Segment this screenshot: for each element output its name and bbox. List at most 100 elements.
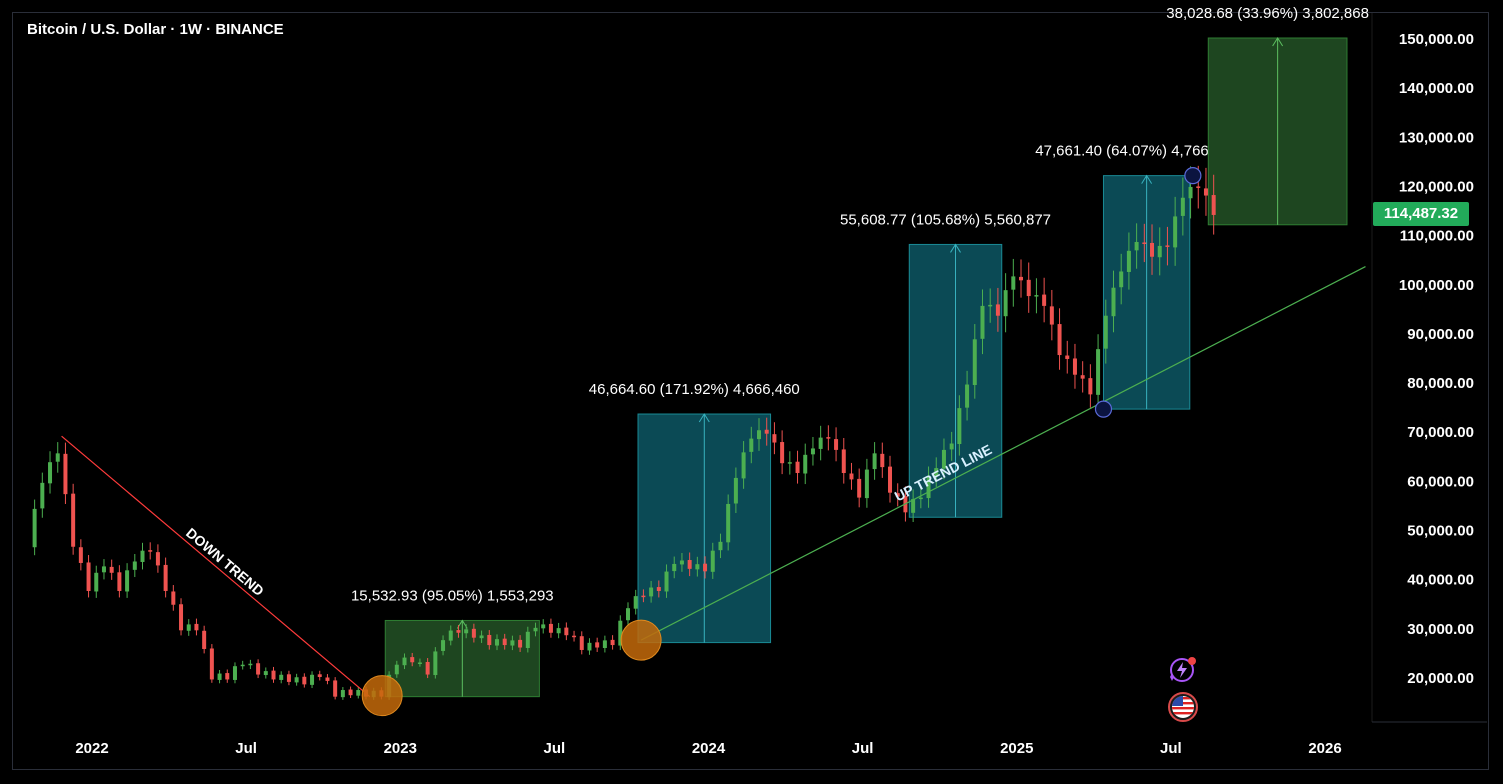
candle-body	[857, 478, 862, 498]
candle-body	[803, 454, 808, 474]
measure-box: 46,664.60 (171.92%) 4,666,460	[589, 381, 800, 644]
candle-body	[441, 640, 446, 651]
measure-box: 47,661.40 (64.07%) 4,766,140	[1035, 143, 1238, 410]
us-flag-icon[interactable]	[1168, 692, 1198, 722]
candle-body	[417, 662, 422, 664]
measure-label: 46,664.60 (171.92%) 4,666,460	[589, 381, 800, 398]
x-tick-label: 2025	[1000, 740, 1033, 757]
x-tick-label: 2023	[384, 740, 417, 757]
candle-body	[471, 628, 476, 638]
candle-body	[302, 676, 307, 685]
candle-body	[826, 437, 831, 439]
candle-body	[394, 664, 399, 675]
candle-body	[1034, 295, 1039, 297]
lightning-icon[interactable]	[1166, 655, 1196, 685]
candle-body	[888, 466, 893, 493]
candle-body	[1165, 245, 1170, 247]
candle-body	[487, 634, 492, 646]
candle-body	[610, 639, 615, 646]
candle-body	[101, 566, 106, 573]
candle-body	[456, 630, 461, 633]
candle-body	[232, 666, 237, 680]
candle-body	[1157, 245, 1162, 258]
candle-body	[895, 493, 900, 497]
candle-body	[263, 671, 268, 676]
candle-body	[86, 562, 91, 591]
candle-body	[1011, 276, 1016, 290]
candle-body	[818, 437, 823, 449]
candle-body	[810, 448, 815, 455]
candle-body	[132, 561, 137, 570]
candle-body	[479, 635, 484, 639]
measure-arrow-head	[698, 413, 710, 423]
candle-body	[695, 564, 700, 570]
x-tick-label: Jul	[235, 740, 257, 757]
x-tick-label: Jul	[852, 740, 874, 757]
candle-body	[248, 663, 253, 666]
y-tick-label: 30,000.00	[1407, 621, 1474, 638]
candle-body	[541, 624, 546, 629]
candle-body	[1134, 241, 1139, 251]
candle-body	[433, 651, 438, 676]
candle-body	[633, 596, 638, 609]
candle-body	[941, 449, 946, 469]
candle-body	[764, 429, 769, 434]
x-tick-label: Jul	[544, 740, 566, 757]
candle-body	[171, 591, 176, 605]
candle-body	[71, 493, 76, 547]
candle-body	[533, 627, 538, 632]
pivot-marker-blue	[1184, 167, 1202, 185]
candle-body	[1003, 290, 1008, 317]
candle-body	[980, 305, 985, 339]
x-tick-label: 2024	[692, 740, 726, 757]
x-tick-label: Jul	[1160, 740, 1182, 757]
down-trend-line	[61, 435, 371, 698]
candle-body	[1072, 358, 1077, 375]
candle-body	[510, 640, 515, 646]
candle-body	[294, 677, 299, 683]
candle-body	[464, 629, 469, 634]
candle-body	[333, 680, 338, 697]
candle-body	[649, 587, 654, 597]
candle-body	[55, 453, 60, 462]
candle-body	[78, 547, 83, 563]
down-trend-label: DOWN TREND	[183, 525, 267, 599]
pivot-marker-blue	[1094, 400, 1113, 418]
candle-body	[63, 453, 68, 495]
candle-body	[1080, 375, 1085, 379]
candle-body	[972, 339, 977, 386]
candle-body	[179, 604, 184, 631]
candle-body	[1142, 242, 1147, 244]
candle-body	[325, 677, 330, 681]
candle-body	[48, 462, 53, 484]
y-tick-label: 80,000.00	[1407, 375, 1474, 392]
candle-body	[548, 623, 553, 633]
candle-body	[918, 497, 923, 500]
candle-body	[579, 636, 584, 650]
candle-body	[641, 595, 646, 598]
candle-body	[1088, 378, 1093, 395]
candle-body	[163, 564, 168, 591]
candle-body	[602, 640, 607, 648]
candle-body	[1173, 216, 1178, 248]
candle-body	[841, 449, 846, 474]
candle-body	[1103, 315, 1108, 349]
measure-box: 55,608.77 (105.68%) 5,560,877	[840, 211, 1051, 518]
candle-body	[209, 648, 214, 680]
candle-body	[217, 673, 222, 680]
candle-body	[733, 477, 738, 504]
candle-body	[402, 657, 407, 666]
candle-body	[1119, 271, 1124, 288]
y-tick-label: 40,000.00	[1407, 572, 1474, 589]
measure-box: 38,028.68 (33.96%) 3,802,868	[1166, 5, 1369, 226]
candle-body	[317, 674, 322, 677]
y-tick-label: 20,000.00	[1407, 670, 1474, 687]
candle-body	[656, 587, 661, 591]
candle-body	[864, 469, 869, 499]
candle-body	[995, 304, 1000, 316]
candle-body	[448, 630, 453, 641]
measure-label: 15,532.93 (95.05%) 1,553,293	[351, 587, 554, 604]
candle-body	[502, 638, 507, 646]
candle-body	[1026, 279, 1031, 297]
